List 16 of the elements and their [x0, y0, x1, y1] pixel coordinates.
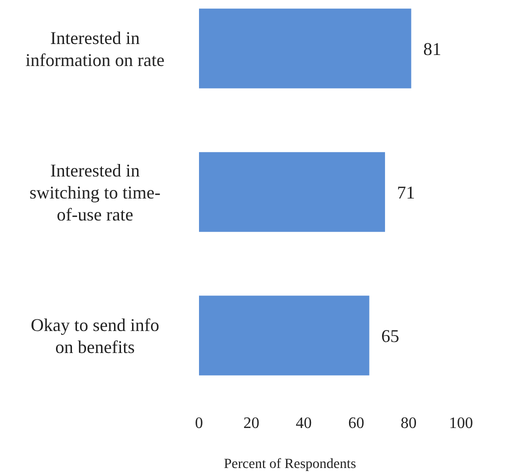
x-axis-title: Percent of Respondents	[224, 457, 356, 472]
y-tick-label: Interested in information on rate	[26, 28, 164, 70]
bar	[199, 152, 386, 232]
y-tick-label: Interested in switching to time-of-use rate	[30, 160, 160, 224]
data-label: 65	[381, 326, 400, 346]
x-tick-label: 60	[348, 415, 364, 432]
x-tick-label: 80	[400, 415, 417, 432]
x-tick-label: 0	[195, 415, 203, 432]
data-label: 81	[423, 38, 442, 59]
data-label: 71	[397, 182, 416, 202]
x-tick-label: 20	[243, 415, 260, 432]
x-tick-label: 40	[296, 415, 312, 432]
y-tick-label: Okay to send info on benefits	[30, 314, 160, 357]
bar	[199, 8, 412, 88]
bar	[199, 296, 370, 376]
x-tick-label: 100	[449, 415, 473, 432]
